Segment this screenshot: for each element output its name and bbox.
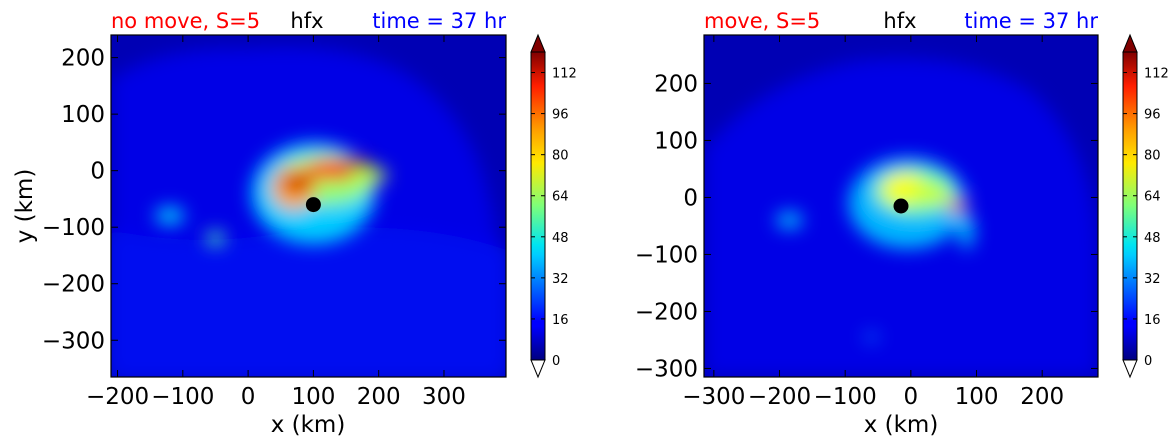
- y-tick-label: 0: [90, 159, 105, 185]
- x-tick-label: 300: [422, 384, 466, 410]
- y-tick-label: 0: [683, 185, 698, 211]
- colorbar-tick-label: 80: [1144, 149, 1161, 164]
- x-tick-label: −200: [748, 384, 811, 410]
- title-right: time = 37 hr: [964, 9, 1098, 33]
- title-center: hfx: [883, 9, 916, 33]
- field-feature: [280, 174, 315, 193]
- colorbar-tick-label: 16: [1144, 313, 1161, 328]
- x-axis-label: x (km): [864, 412, 939, 438]
- colorbar-tick-label: 32: [1144, 272, 1161, 287]
- y-tick-label: 200: [61, 46, 105, 72]
- colorbar-tick-label: 64: [1144, 190, 1161, 205]
- x-tick-label: 200: [1020, 384, 1064, 410]
- x-tick-label: 100: [291, 384, 335, 410]
- colorbar-min-arrow: [530, 359, 546, 379]
- field-base-lower: [111, 227, 506, 377]
- colorbar-tick-label: 80: [552, 149, 569, 164]
- x-tick-label: 0: [241, 384, 256, 410]
- field-feature: [206, 231, 225, 246]
- colorbar-tick-label: 64: [552, 190, 569, 205]
- field-feature: [947, 200, 967, 212]
- x-tick-label: −300: [682, 384, 745, 410]
- y-tick-label: 100: [61, 102, 105, 128]
- plot-frame: [703, 34, 1099, 378]
- field-feature: [864, 333, 879, 341]
- colorbar-tick-label: 48: [552, 231, 569, 246]
- title-center: hfx: [290, 9, 323, 33]
- panel-move: move, S=5 hfx time = 37 hr −300 −200 −100 0…: [635, 9, 1099, 438]
- colorbar-tick-label: 0: [552, 354, 560, 369]
- plot-frame: [110, 34, 507, 378]
- colorbar-tick-label: 32: [552, 272, 569, 287]
- y-axis-label: y (km): [12, 169, 38, 244]
- colorbar-tick-label: 96: [552, 108, 569, 123]
- title-right: time = 37 hr: [372, 9, 506, 33]
- title-left: move, S=5: [704, 9, 820, 33]
- panel-no-move: no move, S=5 hfx time = 37 hr −200 −100 0 1…: [12, 9, 507, 438]
- field-feature: [960, 214, 974, 249]
- y-tick-label: 200: [654, 71, 698, 97]
- field-feature: [350, 167, 388, 184]
- x-axis-label: x (km): [271, 412, 346, 438]
- colorbar-max-arrow: [1122, 33, 1138, 53]
- colorbar-left: 0 16 32 48 64 80 96 112: [530, 33, 577, 379]
- title-left: no move, S=5: [111, 9, 260, 33]
- storm-center-marker: [893, 198, 909, 214]
- colorbar-tick-label: 112: [552, 67, 577, 82]
- colorbar-right: 0 16 32 48 64 80 96 112: [1122, 33, 1169, 379]
- colorbar-body: [1122, 51, 1138, 361]
- x-tick-label: −100: [814, 384, 877, 410]
- colorbar-tick-label: 96: [1144, 108, 1161, 123]
- x-tick-label: 200: [357, 384, 401, 410]
- x-tick-label: −100: [151, 384, 214, 410]
- field-feature: [776, 212, 803, 229]
- colorbar-tick-label: 112: [1144, 67, 1169, 82]
- y-tick-label: −200: [42, 272, 105, 298]
- field-feature: [155, 207, 185, 225]
- x-tick-label: 0: [904, 384, 919, 410]
- x-tick-label: 100: [955, 384, 999, 410]
- y-tick-label: −100: [635, 242, 698, 268]
- y-tick-label: −100: [42, 215, 105, 241]
- colorbar-body: [530, 51, 546, 361]
- y-tick-label: −300: [635, 356, 698, 382]
- x-tick-label: −200: [86, 384, 149, 410]
- y-tick-label: −300: [42, 328, 105, 354]
- y-tick-label: −200: [635, 299, 698, 325]
- colorbar-max-arrow: [530, 33, 546, 53]
- y-tick-label: 100: [654, 128, 698, 154]
- storm-center-marker: [305, 197, 321, 213]
- field-feature: [910, 184, 951, 205]
- colorbar-min-arrow: [1122, 359, 1138, 379]
- colorbar-tick-label: 0: [1144, 354, 1152, 369]
- colorbar-tick-label: 16: [552, 313, 569, 328]
- colorbar-tick-label: 48: [1144, 231, 1161, 246]
